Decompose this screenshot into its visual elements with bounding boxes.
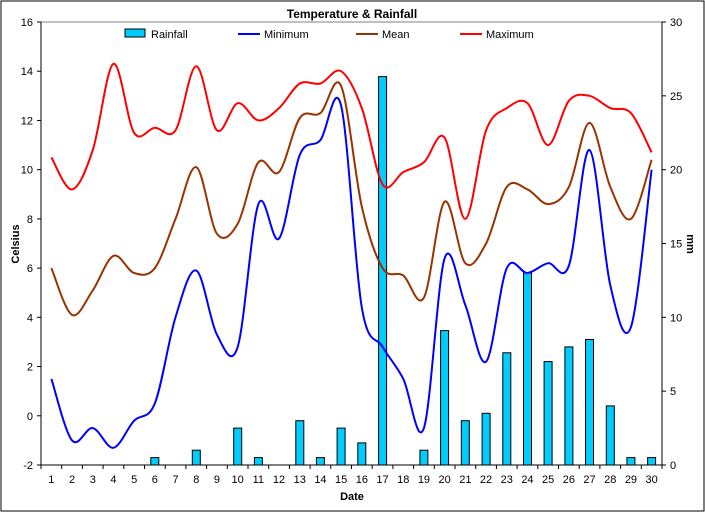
rainfall-bar [460,420,470,466]
x-tick-label: 16 [356,474,368,486]
y-right-tick-label: 5 [670,386,676,398]
series-lines [50,62,653,449]
rainfall-bar [626,457,636,466]
x-tick-label: 9 [214,474,220,486]
y-right-tick-label: 15 [670,239,682,251]
rainfall-bar [605,405,615,466]
x-tick-label: 22 [480,474,492,486]
rainfall-bar [150,457,160,466]
x-tick-label: 19 [418,474,430,486]
x-tick-label: 7 [172,474,178,486]
rainfall-bar [502,352,512,466]
x-tick-label: 30 [646,474,658,486]
y-left-tick-label: 12 [21,115,33,127]
series-line-minimum [50,96,653,449]
rainfall-bar [315,457,325,466]
y-axis-left-label: Celsius [10,224,22,263]
legend-label: Maximum [486,29,534,41]
y-left-tick-label: -2 [23,460,33,472]
legend-label: Minimum [264,29,309,41]
x-tick-label: 3 [90,474,96,486]
rainfall-bar [647,457,657,466]
y-right-tick-label: 20 [670,165,682,177]
legend: Rainfall Minimum Mean Maximum [124,28,534,41]
x-tick-label: 15 [335,474,347,486]
rainfall-bar [543,361,553,466]
y-left-tick-label: 0 [27,411,33,423]
x-tick-label: 18 [397,474,409,486]
x-tick-label: 1 [48,474,54,486]
y-right-tick-label: 0 [670,460,676,472]
x-tick-label: 2 [69,474,75,486]
plot-area [40,21,663,466]
x-tick-label: 23 [501,474,513,486]
legend-label: Mean [382,29,410,41]
x-axis-label: Date [340,491,364,503]
y-left-tick-label: 6 [27,263,33,275]
x-tick-label: 27 [583,474,595,486]
x-tick-label: 21 [459,474,471,486]
x-tick-label: 20 [439,474,451,486]
rainfall-bar [357,442,367,466]
y-left-tick-label: 16 [21,17,33,29]
x-tick-label: 8 [193,474,199,486]
x-tick-label: 25 [542,474,554,486]
rainfall-bar [191,449,201,466]
rainfall-bar [440,330,450,466]
rainfall-bar [233,427,243,466]
y-right-tick-label: 25 [670,91,682,103]
series-line-mean [50,81,653,317]
x-tick-label: 6 [152,474,158,486]
x-tick-label: 17 [376,474,388,486]
series-line-maximum [50,62,653,220]
x-tick-label: 28 [604,474,616,486]
rainfall-bar [336,427,346,466]
legend-swatch-rainfall [124,28,146,38]
x-tick-label: 29 [625,474,637,486]
x-tick-label: 12 [273,474,285,486]
x-tick-label: 13 [294,474,306,486]
y-axis-right-label: mm [684,234,696,254]
rainfall-bars [150,76,657,466]
y-right-tick-label: 30 [670,17,682,29]
y-left-tick-label: 14 [21,66,33,78]
x-tick-label: 26 [563,474,575,486]
rainfall-bar [295,420,305,466]
rainfall-bar [585,339,594,466]
rainfall-bar [564,346,574,466]
y-left-tick-label: 2 [27,362,33,374]
x-tick-label: 10 [232,474,244,486]
y-left-tick-label: 10 [21,165,33,177]
x-tick-label: 11 [253,474,264,486]
rainfall-bar [253,457,263,466]
rainfall-bar [419,449,429,466]
rainfall-bar [481,412,491,466]
x-tick-label: 14 [314,474,326,486]
x-tick-label: 24 [521,474,533,486]
y-right-tick-label: 10 [670,312,682,324]
y-left-tick-label: 8 [27,214,33,226]
y-left-tick-label: 4 [27,312,33,324]
chart-title: Temperature & Rainfall [287,7,417,21]
x-tick-label: 4 [110,474,116,486]
rainfall-bar [523,272,532,466]
x-tick-label: 5 [131,474,137,486]
legend-label: Rainfall [151,29,188,41]
